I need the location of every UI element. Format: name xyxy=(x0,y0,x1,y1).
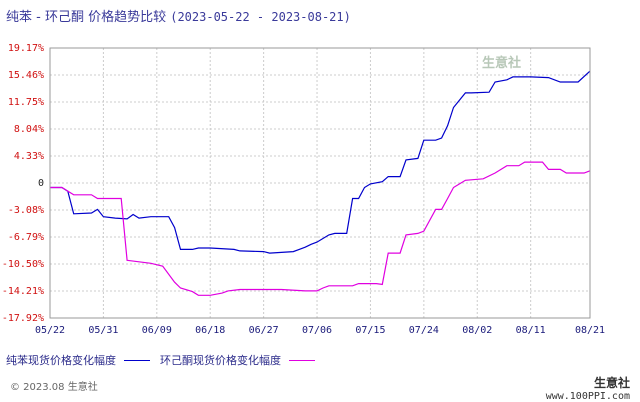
chart-legend: 纯苯现货价格变化幅度 环己酮现货价格变化幅度 xyxy=(6,352,325,368)
x-tick-label: 06/18 xyxy=(195,325,225,336)
legend-label-series1: 纯苯现货价格变化幅度 xyxy=(6,354,116,367)
y-tick-label: 19.17% xyxy=(8,43,44,54)
y-tick-label: 8.04% xyxy=(14,124,44,135)
y-tick-label: -17.92% xyxy=(2,313,44,324)
watermark: 生意社 xyxy=(482,56,522,71)
line-chart: 19.17% 15.46% 11.75% 8.04% 4.33% 0 -3.08% -6.79… xyxy=(2,43,605,336)
x-tick-label: 08/11 xyxy=(516,325,546,336)
legend-label-series2: 环己酮现货价格变化幅度 xyxy=(160,354,281,367)
x-tick-label: 05/22 xyxy=(35,325,65,336)
copyright: © 2023.08 生意社 xyxy=(10,382,98,393)
series-lines xyxy=(50,70,591,296)
chart-title-main: 纯苯 - 环己酮 价格趋势比较 xyxy=(6,10,167,25)
brand-site: www.100PPI.com xyxy=(545,391,630,402)
series-line-1 xyxy=(50,70,591,254)
legend-swatch-series2 xyxy=(289,359,315,361)
x-tick-label: 08/02 xyxy=(462,325,492,336)
x-tick-label: 07/15 xyxy=(355,325,385,336)
brand: 生意社 www.100PPI.com xyxy=(546,374,630,402)
y-tick-label: -3.08% xyxy=(8,205,44,216)
x-tick-label: 07/24 xyxy=(409,325,439,336)
x-axis-labels: 05/22 05/31 06/09 06/18 06/27 07/06 07/15 07/24… xyxy=(35,325,605,336)
y-tick-label: -14.21% xyxy=(2,286,44,297)
plot-frame xyxy=(49,47,591,319)
y-tick-label: -6.79% xyxy=(8,232,44,243)
x-tick-label: 05/31 xyxy=(88,325,118,336)
y-tick-label: -10.50% xyxy=(2,259,44,270)
series-line-2 xyxy=(50,161,591,296)
chart-grid xyxy=(49,47,591,319)
legend-swatch-series1 xyxy=(124,359,150,361)
x-tick-label: 06/09 xyxy=(142,325,172,336)
footer: © 2023.08 生意社 生意社 www.100PPI.com xyxy=(0,372,640,402)
brand-name: 生意社 xyxy=(593,376,630,390)
x-tick-label: 06/27 xyxy=(249,325,279,336)
chart-title: 纯苯 - 环己酮 价格趋势比较 (2023-05-22 - 2023-08-21… xyxy=(6,6,351,25)
y-tick-label: 15.46% xyxy=(8,70,44,81)
y-tick-label: 4.33% xyxy=(14,151,44,162)
x-tick-label: 08/21 xyxy=(575,325,605,336)
y-tick-label: 0 xyxy=(38,178,44,189)
y-axis-labels: 19.17% 15.46% 11.75% 8.04% 4.33% 0 -3.08% -6.79… xyxy=(2,43,44,324)
chart-title-range: (2023-05-22 - 2023-08-21) xyxy=(170,10,351,24)
x-tick-label: 07/06 xyxy=(302,325,332,336)
y-tick-label: 11.75% xyxy=(8,97,44,108)
